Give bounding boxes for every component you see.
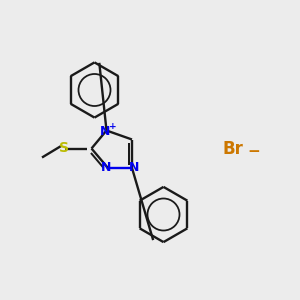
- Text: Br: Br: [222, 140, 243, 158]
- Text: −: −: [247, 144, 260, 159]
- Text: N: N: [100, 124, 110, 138]
- Text: N: N: [129, 160, 140, 174]
- Text: +: +: [109, 122, 116, 131]
- Text: N: N: [100, 160, 111, 174]
- Text: S: S: [59, 142, 70, 155]
